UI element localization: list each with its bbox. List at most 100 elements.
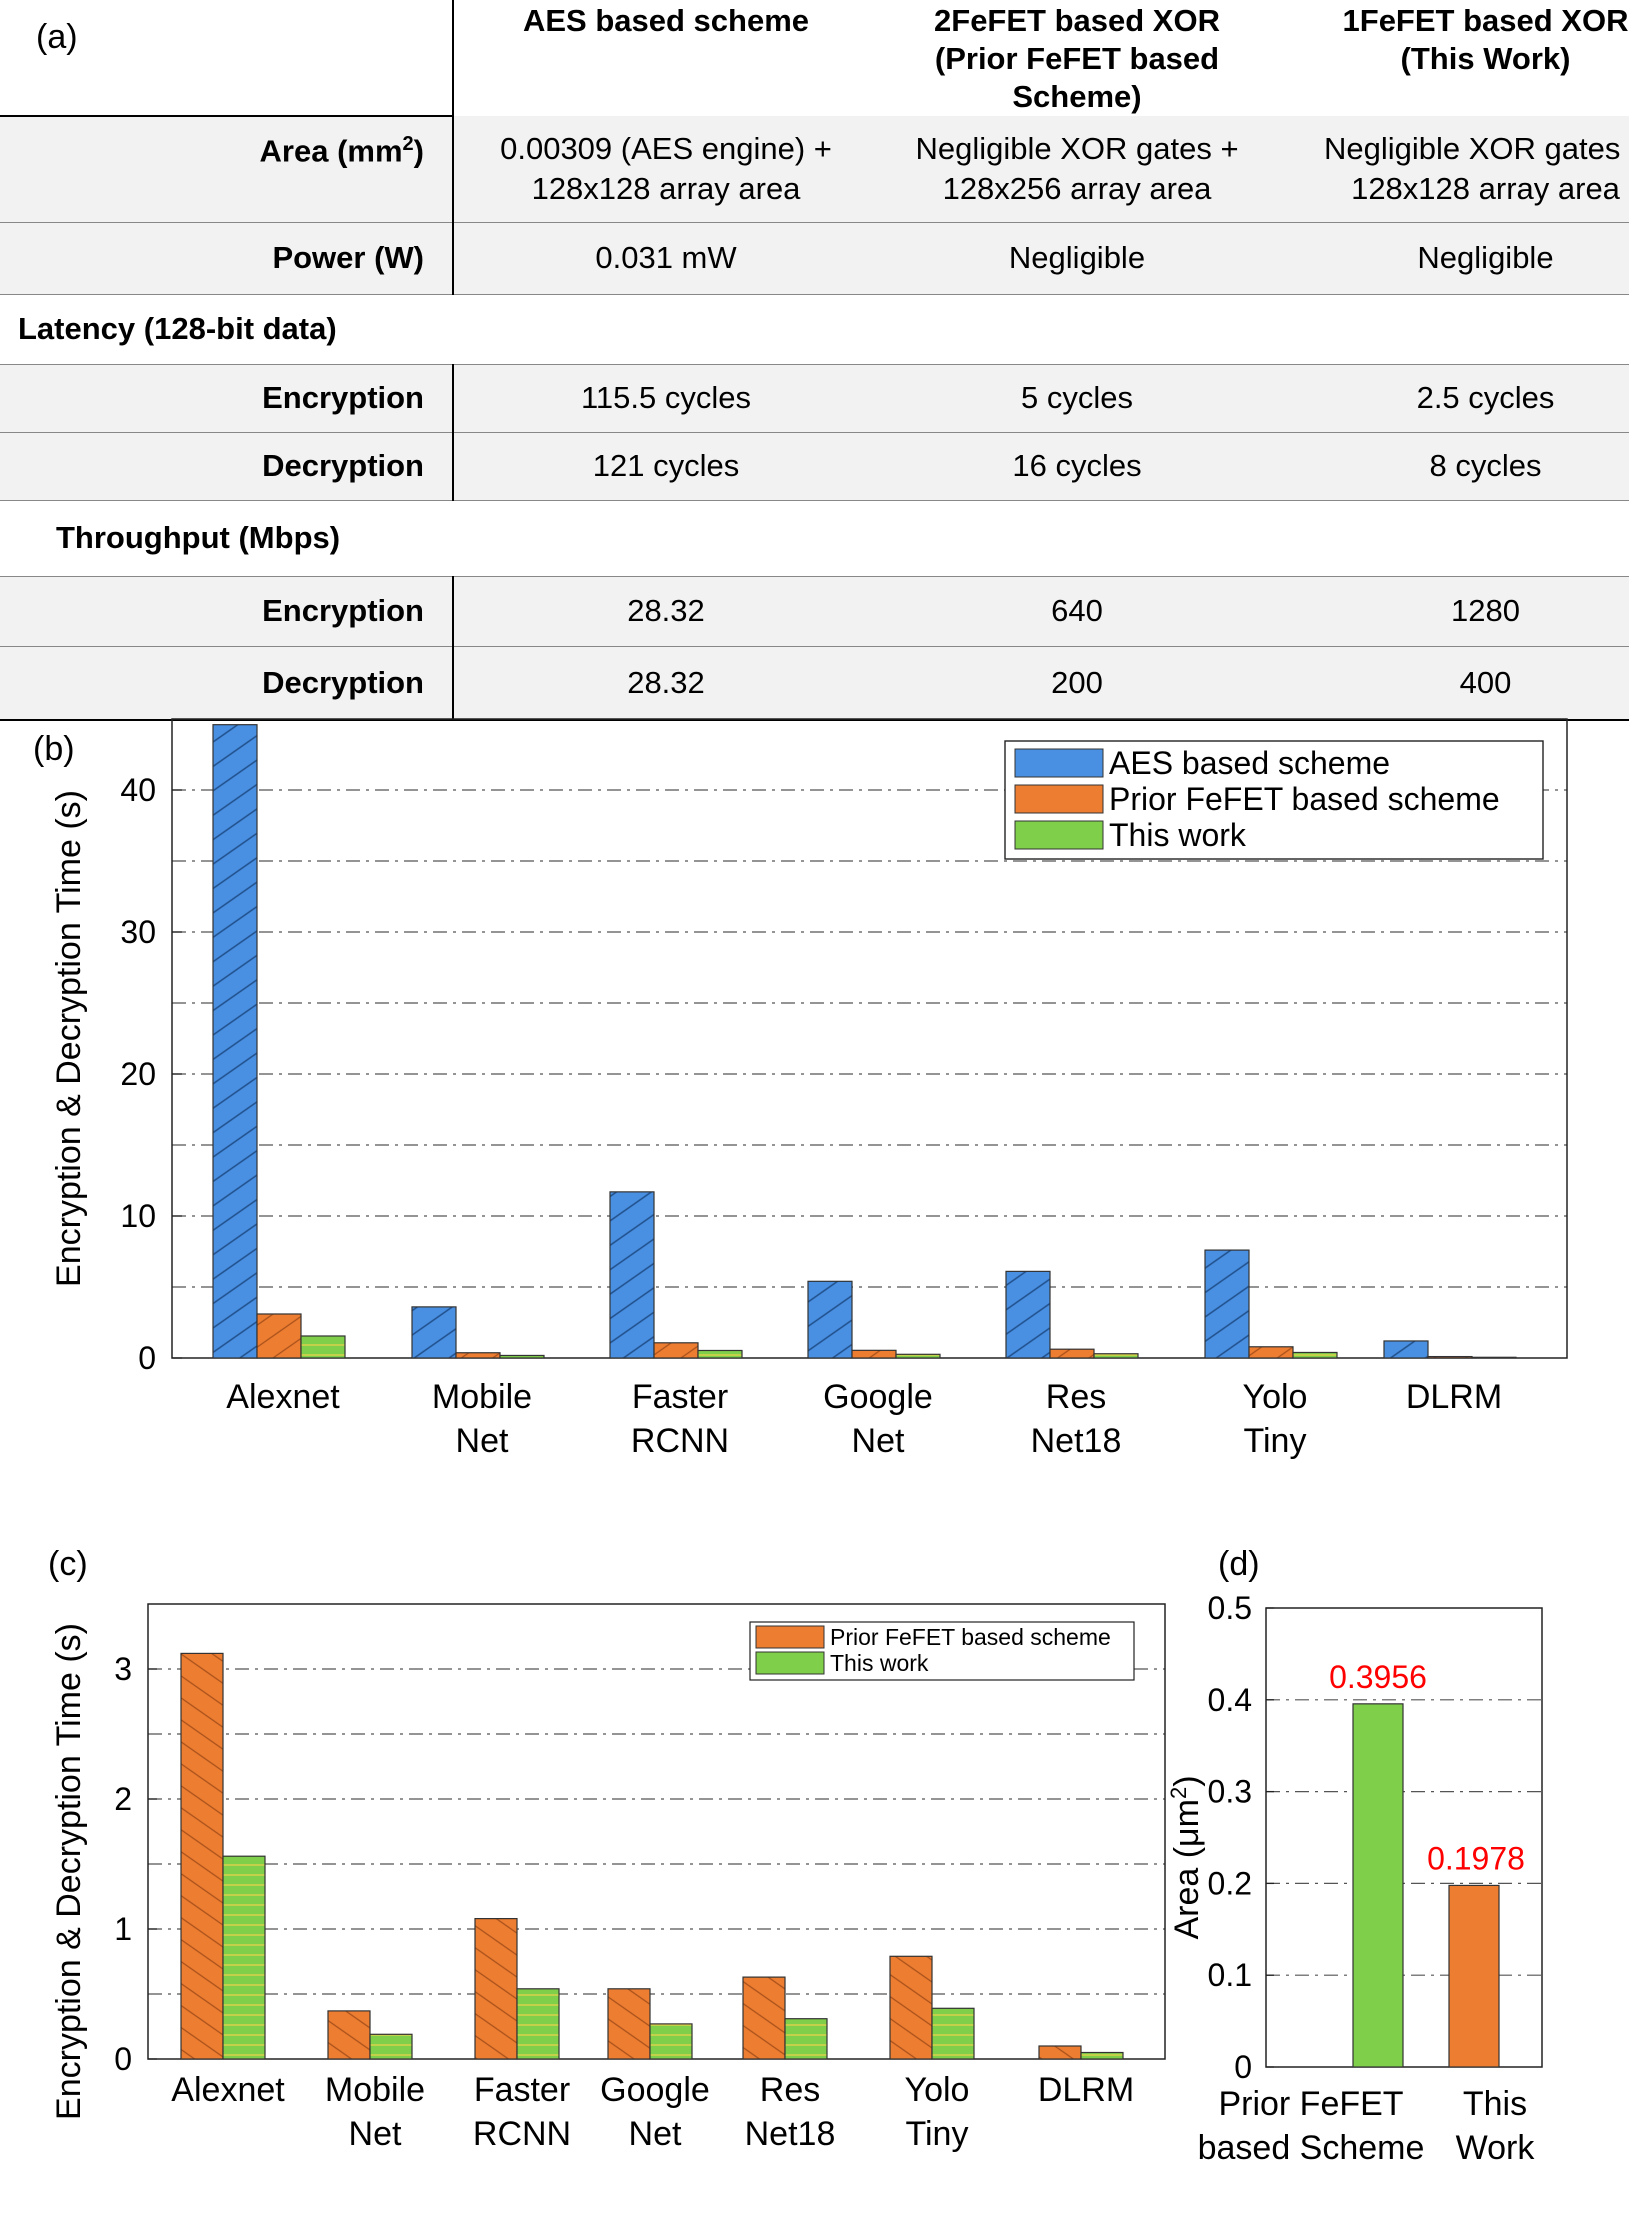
x-tick-label: Net — [629, 2115, 682, 2153]
legend-label: This work — [830, 1650, 929, 1676]
panel-label-a: (a) — [36, 18, 78, 56]
x-tick-label: Mobile — [432, 1378, 532, 1416]
x-tick-label: Alexnet — [226, 1378, 340, 1416]
x-tick-label: Res — [760, 2071, 820, 2109]
legend-swatch — [1014, 820, 1104, 850]
chart-c: 0 1 2 3 Alexnet Mobile Net Faster RCNN Google Net R… — [50, 1603, 1166, 2153]
bar-prior — [851, 1349, 897, 1359]
row-latency-decryption: Decryption 121 cycles 16 cycles 8 cycles — [0, 432, 1629, 501]
legend-label: AES based scheme — [1109, 745, 1390, 781]
bar-aes — [1005, 1270, 1051, 1359]
bar-this — [1080, 2051, 1124, 2060]
y-tick-label: 0.1 — [1208, 1957, 1252, 1993]
panel-label-d: (d) — [1218, 1545, 1260, 1583]
y-tick-label: 40 — [120, 772, 156, 808]
y-tick-label: 0.3 — [1208, 1774, 1252, 1810]
legend-swatch — [1014, 748, 1104, 778]
bar-aes — [609, 1191, 655, 1359]
x-tick-label: RCNN — [473, 2115, 571, 2153]
bar-prior — [1248, 1346, 1294, 1359]
y-tick-label: 0 — [1234, 2049, 1252, 2085]
bar-prior — [455, 1352, 501, 1359]
x-tick-label: Alexnet — [171, 2071, 285, 2109]
x-tick-label: Faster — [474, 2071, 570, 2109]
y-tick-label: 0 — [114, 2041, 132, 2077]
bar-this — [1093, 1353, 1139, 1359]
header-aes: AES based scheme — [522, 3, 810, 38]
bar-area — [1448, 1884, 1500, 2068]
y-tick-label: 0.2 — [1208, 1865, 1252, 1901]
x-tick-label: Yolo — [1243, 1378, 1308, 1416]
legend-label: This work — [1109, 817, 1247, 853]
data-label: 0.1978 — [1427, 1840, 1525, 1876]
bar-this — [1292, 1351, 1338, 1359]
bar-prior — [889, 1955, 933, 2060]
x-tick-label: based Scheme — [1198, 2129, 1425, 2167]
bar-prior — [256, 1313, 302, 1359]
y-tick-label: 2 — [114, 1781, 132, 1817]
chart-b: 0 10 20 30 40 Alexnet Mobile Net Faster RCNN Googl… — [50, 718, 1568, 1460]
panel-label-c: (c) — [48, 1545, 88, 1583]
panel-label-b: (b) — [33, 730, 75, 768]
bar-prior — [1038, 2045, 1082, 2060]
row-latency-encryption: Encryption 115.5 cycles 5 cycles 2.5 cyc… — [0, 364, 1629, 433]
x-tick-label: Net18 — [1031, 1422, 1122, 1460]
x-tick-label: Mobile — [325, 2071, 425, 2109]
comparison-table-panel: (a) AES based scheme 2FeFET based XOR (Pr… — [0, 0, 1629, 721]
y-axis-label: Encryption & Decryption Time (s) — [50, 790, 88, 1287]
comparison-table: (a) AES based scheme 2FeFET based XOR (Pr… — [0, 0, 1629, 721]
x-tick-label: Prior FeFET — [1218, 2085, 1403, 2123]
bar-aes — [212, 724, 258, 1359]
legend-label: Prior FeFET based scheme — [830, 1624, 1111, 1650]
y-tick-label: 0 — [138, 1340, 156, 1376]
bar-this — [784, 2018, 828, 2060]
x-tick-label: Faster — [632, 1378, 728, 1416]
legend-label: Prior FeFET based scheme — [1109, 781, 1500, 817]
bar-this — [931, 2007, 975, 2060]
x-tick-label: Tiny — [1244, 1422, 1307, 1460]
x-tick-label: DLRM — [1038, 2071, 1134, 2109]
bar-area — [1352, 1703, 1404, 2068]
bar-prior — [1049, 1348, 1095, 1359]
row-throughput-decryption: Decryption 28.32 200 400 — [0, 646, 1629, 721]
y-tick-label: 3 — [114, 1651, 132, 1687]
legend-swatch — [755, 1625, 825, 1649]
bar-this — [895, 1353, 941, 1359]
x-tick-label: Net — [456, 1422, 509, 1460]
plot-frame — [1265, 1607, 1543, 2068]
legend-swatch — [1014, 784, 1104, 814]
bar-prior — [607, 1988, 651, 2060]
bar-prior — [742, 1976, 786, 2060]
header-1fefet: 1FeFET based XOR (This Work) — [1342, 3, 1629, 76]
x-tick-label: Net — [852, 1422, 905, 1460]
bar-this — [222, 1855, 266, 2060]
x-tick-label: RCNN — [631, 1422, 729, 1460]
y-tick-label: 1 — [114, 1911, 132, 1947]
legend-swatch — [755, 1651, 825, 1675]
bar-prior — [180, 1652, 224, 2060]
x-tick-label: Net18 — [745, 2115, 836, 2153]
bar-this — [369, 2033, 413, 2060]
bar-aes — [1204, 1249, 1250, 1359]
x-tick-label: Google — [823, 1378, 933, 1416]
bar-prior — [327, 2010, 371, 2060]
y-tick-label: 30 — [120, 914, 156, 950]
bar-this — [499, 1354, 545, 1359]
row-area: Area (mm2) 0.00309 (AES engine) +128x128… — [0, 116, 1629, 223]
bar-aes — [1383, 1340, 1429, 1359]
chart-d: 0 0.1 0.2 0.3 0.4 0.5 0.3956 0.1978 Prior FeFET b… — [1166, 1590, 1543, 2167]
x-tick-label: DLRM — [1406, 1378, 1502, 1416]
y-tick-label: 0.5 — [1208, 1590, 1252, 1626]
bar-this — [516, 1988, 560, 2060]
x-tick-label: Tiny — [906, 2115, 969, 2153]
row-power: Power (W) 0.031 mW Negligible Negligible — [0, 222, 1629, 295]
bar-prior — [653, 1342, 699, 1359]
x-tick-label: Net — [349, 2115, 402, 2153]
bar-this — [697, 1349, 743, 1359]
row-throughput-encryption: Encryption 28.32 640 1280 — [0, 576, 1629, 647]
bar-prior — [474, 1917, 518, 2060]
x-tick-label: Yolo — [905, 2071, 970, 2109]
row-latency-section: Latency (128-bit data) — [0, 294, 1629, 365]
bar-aes — [411, 1306, 457, 1359]
